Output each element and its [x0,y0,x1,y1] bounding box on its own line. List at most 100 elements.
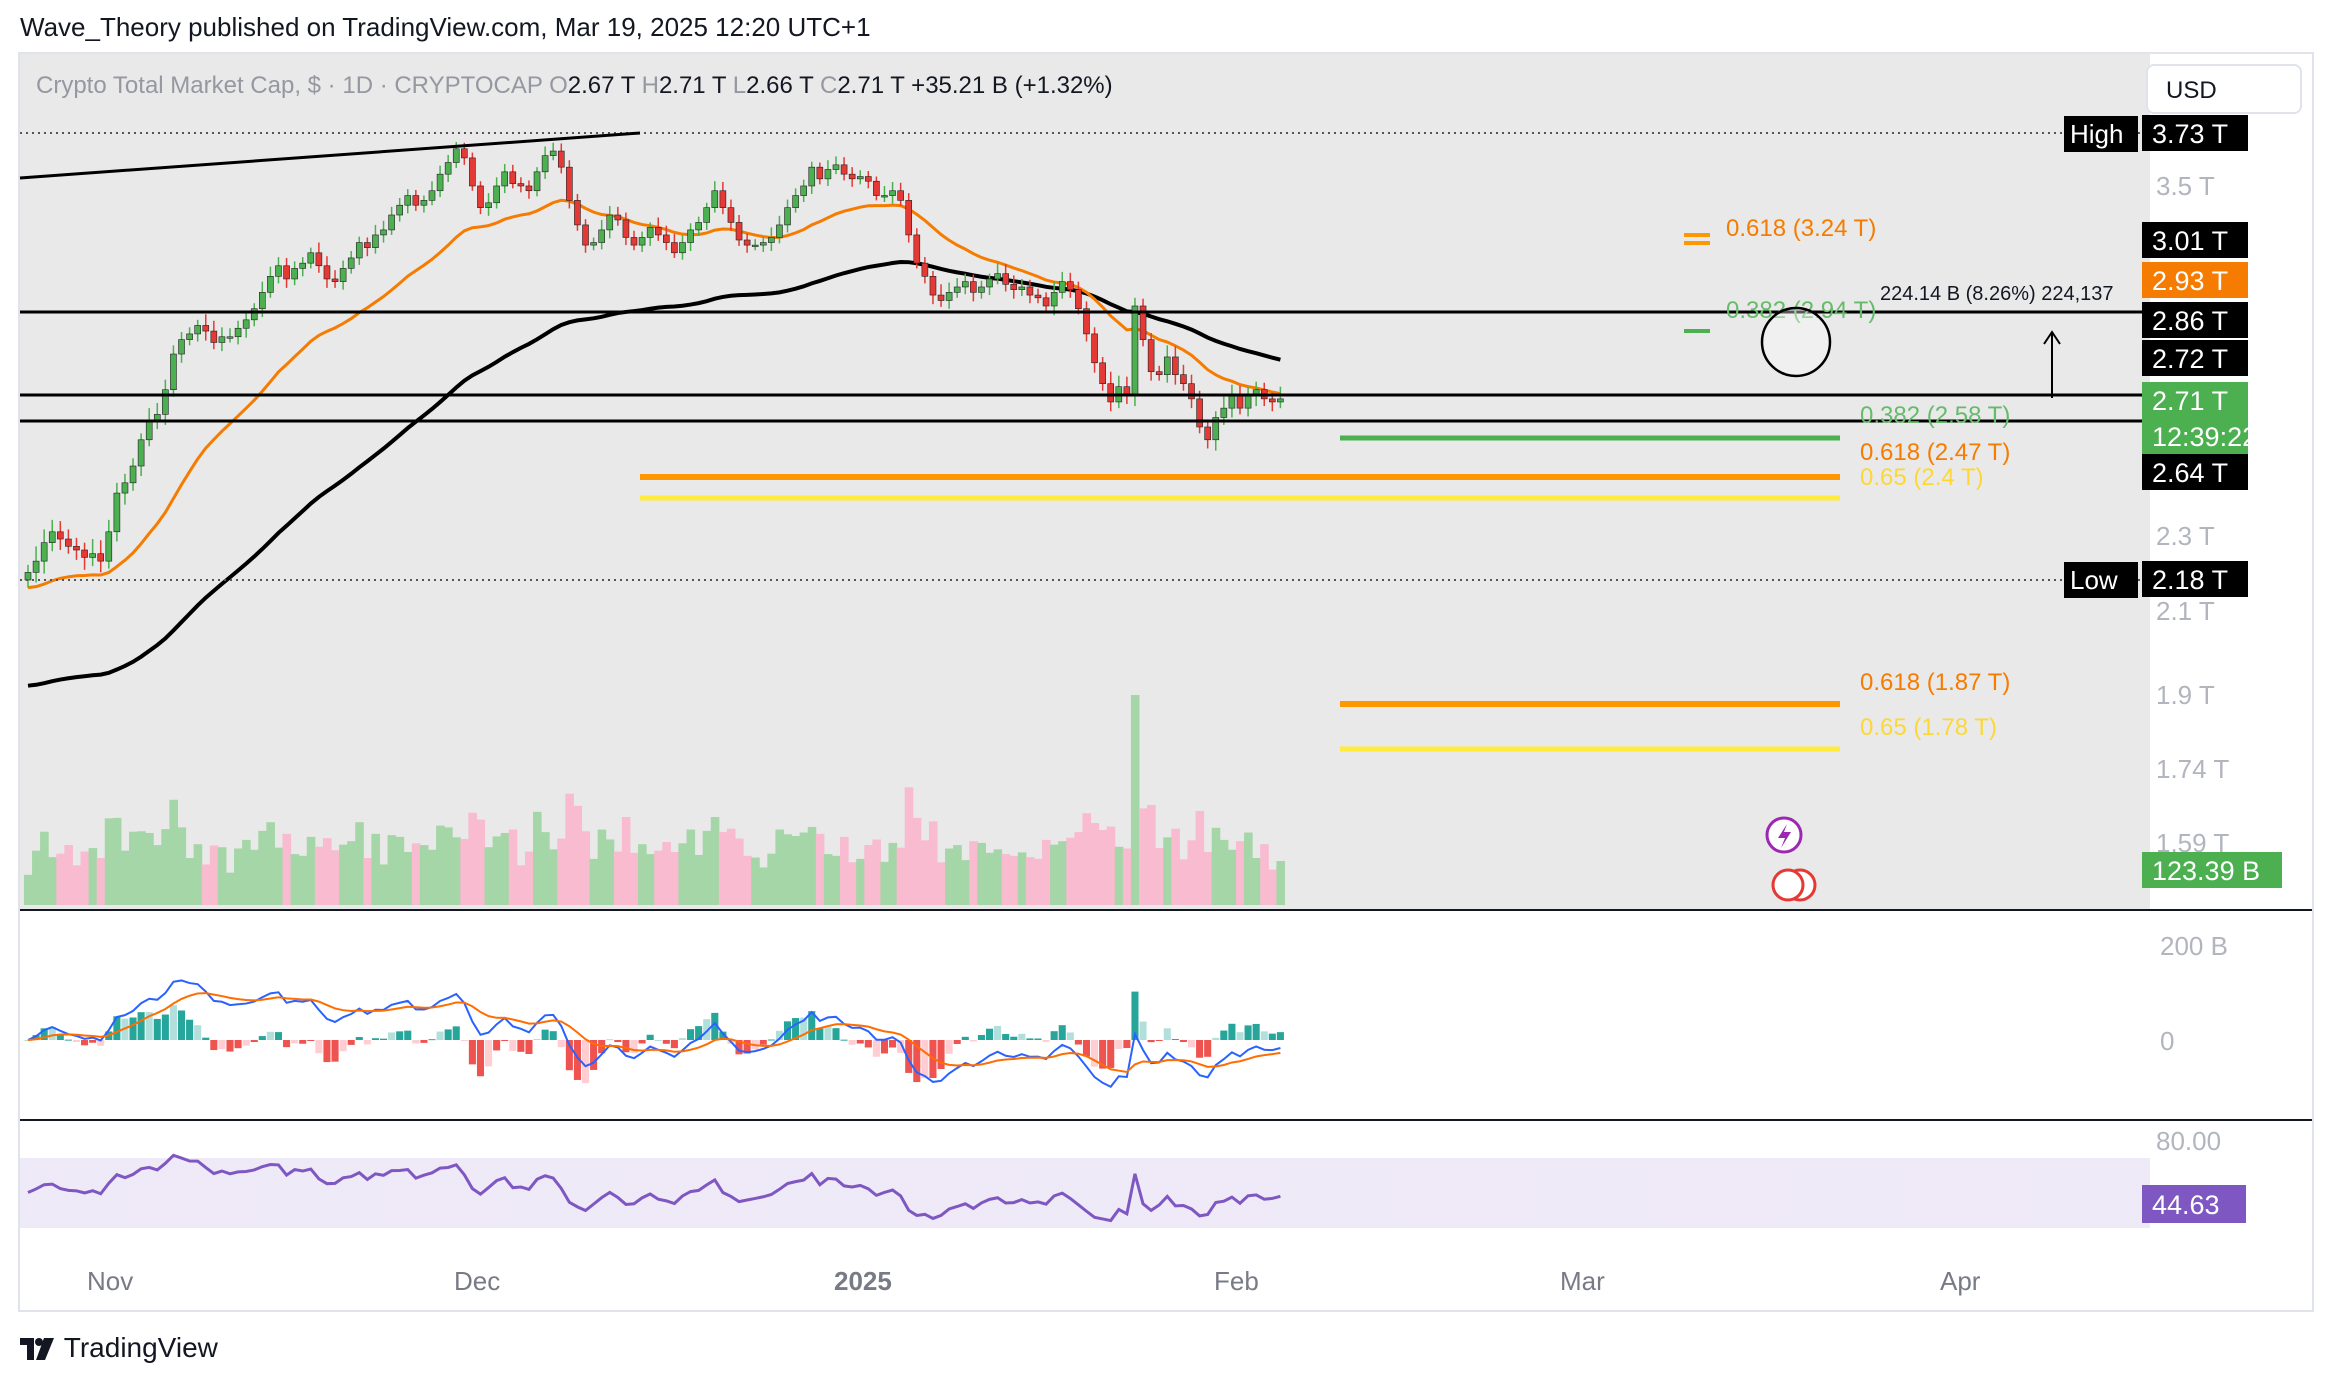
macd-histogram-bar [897,1040,905,1053]
macd-histogram-bar [687,1029,695,1040]
y-axis-tick: 2.3 T [2156,521,2215,551]
macd-histogram-bar [646,1034,654,1040]
macd-histogram-bar [711,1012,719,1040]
macd-histogram-bar [226,1040,234,1052]
macd-histogram-bar [1252,1023,1260,1040]
macd-histogram-bar [614,1040,622,1043]
macd-histogram-bar [323,1040,331,1063]
volume-bar [427,849,437,905]
candle-up [105,531,113,562]
volume-bar [1244,832,1253,905]
volume-bar [169,799,178,905]
candle-up [218,336,226,343]
macd-histogram-bar [1058,1025,1066,1040]
open-value: 2.67 T [567,72,635,99]
fib-label: 0.382 (2.58 T) [1860,402,2010,429]
macd-histogram-bar [1026,1038,1034,1040]
candle-up [178,339,185,355]
macd-histogram-bar [767,1039,775,1041]
macd-histogram-bar [994,1025,1002,1040]
volume-bar [411,843,421,905]
macd-histogram-bar [1010,1036,1018,1040]
macd-histogram-bar [541,1029,549,1040]
lightning-bolt [1778,824,1791,848]
volume-bar [1130,695,1140,905]
volume-bar [702,830,712,905]
macd-histogram-bar [670,1040,678,1049]
macd-histogram-bar [977,1034,985,1040]
macd-histogram-bar [258,1036,266,1040]
candle-down [654,227,662,236]
macd-line [27,979,1281,1089]
candle-down [1002,273,1009,285]
low-value: 2.66 T [746,72,814,99]
candle-up [420,200,428,206]
macd-histogram-bar [331,1040,339,1062]
volume-bar [1235,841,1245,905]
volume-bar [64,845,73,905]
macd-histogram-bar [485,1040,493,1067]
macd-histogram-bar [581,1040,590,1084]
macd-axis-tick: 0 [2160,1026,2174,1056]
volume-bar [1179,859,1188,905]
volume-bar [1155,848,1164,905]
candle-down [574,200,581,226]
macd-histogram-bar [48,1026,56,1040]
brand-footer[interactable]: TradingView [20,1332,218,1364]
candle-up [380,229,387,236]
candle-down [1180,374,1187,384]
macd-histogram-bar [824,1026,832,1040]
volume-bar [541,832,550,905]
macd-histogram-bar [371,1038,379,1040]
macd-histogram-bar [218,1040,226,1050]
macd-histogram-bar [129,1017,137,1040]
price-tag-value: 2.93 T [2152,266,2228,296]
volume-bar [823,854,833,905]
macd-histogram-bar [840,1039,848,1041]
candle-down [1083,308,1090,335]
currency-button[interactable]: USD [2146,64,2302,114]
candle-up [113,492,121,533]
macd-histogram-bar [1018,1033,1026,1040]
volume-bar [1139,808,1148,905]
macd-histogram-bar [565,1040,573,1071]
price-tag-value: 2.72 T [2152,344,2228,374]
volume-bar [145,832,154,905]
macd-histogram-bar [678,1038,687,1040]
candle-down [461,148,468,159]
volume-bar [573,805,582,905]
measure-arrowhead [2043,330,2061,345]
volume-bar [153,845,162,905]
macd-histogram-bar [113,1016,121,1040]
macd-histogram-bar [1276,1032,1284,1040]
fib-label: 0.382 (2.94 T) [1726,297,1876,324]
candle-down [614,214,622,221]
macd-histogram-bar [145,1012,153,1040]
volume-bar [298,855,308,905]
macd-histogram-bar [525,1040,533,1054]
macd-histogram-bar [1171,1039,1179,1041]
macd-histogram-bar [1204,1040,1212,1057]
candle-down [663,234,670,243]
candle-up [355,242,363,259]
macd-histogram-bar [557,1040,565,1048]
x-axis-tick: Nov [87,1266,133,1296]
fib-label: 0.618 (1.87 T) [1860,669,2010,696]
countdown-value: 12:39:22 [2152,422,2257,452]
candle-up [485,202,492,208]
candle-down [1075,289,1082,310]
candle-up [1131,305,1139,397]
volume-bar [533,811,542,905]
volume-bar [331,850,340,905]
candle-up [889,190,896,196]
volume-bar [258,830,267,905]
high-value: 2.71 T [658,72,727,99]
volume-bar [129,831,138,905]
volume-bar [387,835,397,905]
macd-histogram-bar [1050,1031,1058,1040]
candle-up [695,222,702,231]
macd-histogram-bar [517,1040,525,1052]
volume-bar [96,857,106,905]
macd-histogram-bar [953,1040,961,1045]
